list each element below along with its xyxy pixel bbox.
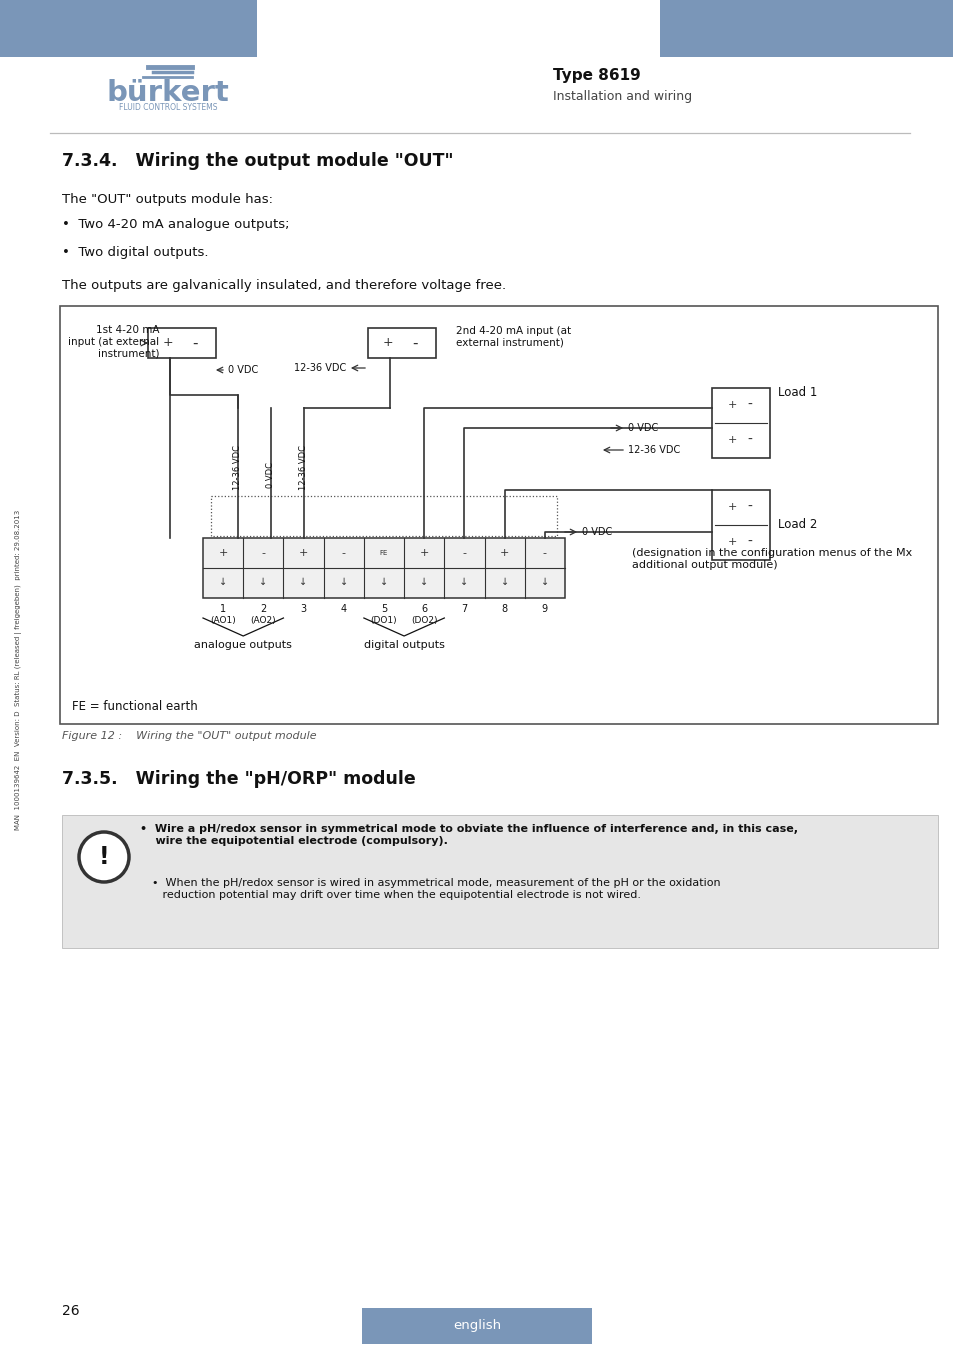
Text: -: -: [341, 548, 345, 558]
Text: +: +: [499, 548, 509, 558]
Text: The "OUT" outputs module has:: The "OUT" outputs module has:: [62, 193, 273, 207]
Bar: [62, 815, 937, 948]
Text: 6: 6: [420, 603, 427, 614]
Text: 0 VDC: 0 VDC: [581, 526, 612, 537]
Text: ↓: ↓: [339, 576, 348, 587]
Text: MAN  1000139642  EN  Version: D  Status: RL (released | freigegeben)  printed: 2: MAN 1000139642 EN Version: D Status: RL …: [15, 510, 23, 830]
Text: 1st 4-20 mA
input (at external
instrument): 1st 4-20 mA input (at external instrumen…: [68, 325, 159, 358]
Text: (designation in the configuration menus of the Mx
additional output module): (designation in the configuration menus …: [631, 548, 911, 570]
Text: -: -: [261, 548, 265, 558]
Text: 0 VDC: 0 VDC: [266, 462, 275, 487]
Text: •  When the pH/redox sensor is wired in asymmetrical mode, measurement of the pH: • When the pH/redox sensor is wired in a…: [152, 878, 720, 899]
Text: ↓: ↓: [299, 576, 307, 587]
Text: +: +: [298, 548, 308, 558]
Text: 26: 26: [62, 1304, 79, 1318]
Text: +: +: [382, 336, 393, 350]
Text: -: -: [412, 336, 417, 351]
Text: bürkert: bürkert: [107, 80, 229, 107]
Text: 12-36 VDC: 12-36 VDC: [627, 446, 679, 455]
Bar: [60, 306, 937, 724]
Text: -: -: [193, 336, 197, 351]
Text: ↓: ↓: [419, 576, 428, 587]
Bar: [211, 495, 557, 536]
Text: ↓: ↓: [259, 576, 267, 587]
Text: 5: 5: [380, 603, 387, 614]
Text: 0 VDC: 0 VDC: [228, 364, 258, 375]
Text: 3: 3: [300, 603, 306, 614]
Text: +: +: [726, 537, 736, 547]
Text: 1: 1: [220, 603, 226, 614]
Text: ↓: ↓: [460, 576, 468, 587]
Text: (AO1): (AO1): [210, 616, 235, 625]
Text: 4: 4: [340, 603, 347, 614]
Text: ↓: ↓: [219, 576, 227, 587]
Text: FE = functional earth: FE = functional earth: [71, 701, 197, 713]
Text: 7.3.5.   Wiring the "pH/ORP" module: 7.3.5. Wiring the "pH/ORP" module: [62, 769, 416, 788]
Text: 8: 8: [501, 603, 507, 614]
Text: (AO2): (AO2): [251, 616, 275, 625]
Text: -: -: [747, 398, 752, 412]
Text: -: -: [462, 548, 466, 558]
Text: Installation and wiring: Installation and wiring: [553, 90, 691, 103]
Text: 2nd 4-20 mA input (at
external instrument): 2nd 4-20 mA input (at external instrumen…: [456, 325, 571, 347]
Text: -: -: [747, 500, 752, 514]
Text: •  Two digital outputs.: • Two digital outputs.: [62, 246, 209, 259]
Bar: [368, 328, 436, 358]
Bar: [148, 328, 215, 358]
Text: +: +: [726, 400, 736, 410]
Text: digital outputs: digital outputs: [363, 640, 444, 649]
Bar: [659, 0, 953, 57]
Text: FE: FE: [379, 549, 388, 556]
Text: ↓: ↓: [379, 576, 388, 587]
Text: 7.3.4.   Wiring the output module "OUT": 7.3.4. Wiring the output module "OUT": [62, 153, 453, 170]
Text: english: english: [453, 1319, 500, 1332]
Text: •  Two 4-20 mA analogue outputs;: • Two 4-20 mA analogue outputs;: [62, 217, 289, 231]
Text: 7: 7: [461, 603, 467, 614]
Text: 0 VDC: 0 VDC: [627, 423, 658, 433]
Text: 12-36 VDC: 12-36 VDC: [233, 446, 242, 490]
Text: -: -: [747, 433, 752, 447]
Circle shape: [79, 832, 129, 882]
Text: Figure 12 :    Wiring the "OUT" output module: Figure 12 : Wiring the "OUT" output modu…: [62, 730, 316, 741]
Text: FLUID CONTROL SYSTEMS: FLUID CONTROL SYSTEMS: [118, 103, 217, 112]
Text: 2: 2: [260, 603, 266, 614]
Bar: [361, 1308, 592, 1345]
Text: Load 2: Load 2: [778, 518, 817, 532]
Text: +: +: [419, 548, 429, 558]
Bar: [711, 490, 769, 560]
Text: +: +: [726, 435, 736, 446]
Text: +: +: [726, 502, 736, 512]
Bar: [711, 387, 769, 458]
Text: ↓: ↓: [540, 576, 548, 587]
Bar: [203, 539, 564, 598]
Bar: [0, 0, 256, 57]
Text: The outputs are galvanically insulated, and therefore voltage free.: The outputs are galvanically insulated, …: [62, 279, 506, 292]
Text: Type 8619: Type 8619: [553, 68, 640, 82]
Text: •  Wire a pH/redox sensor in symmetrical mode to obviate the influence of interf: • Wire a pH/redox sensor in symmetrical …: [140, 824, 797, 845]
Text: -: -: [747, 535, 752, 549]
Text: (DO2): (DO2): [411, 616, 437, 625]
Text: +: +: [218, 548, 228, 558]
Text: ↓: ↓: [500, 576, 508, 587]
Text: -: -: [542, 548, 546, 558]
Text: analogue outputs: analogue outputs: [194, 640, 292, 649]
Text: 12-36 VDC: 12-36 VDC: [294, 363, 346, 373]
Text: 9: 9: [541, 603, 547, 614]
Text: +: +: [163, 336, 173, 350]
Text: Load 1: Load 1: [778, 386, 817, 400]
Text: !: !: [98, 845, 110, 869]
Text: (DO1): (DO1): [371, 616, 396, 625]
Text: 12-36 VDC: 12-36 VDC: [299, 446, 308, 490]
